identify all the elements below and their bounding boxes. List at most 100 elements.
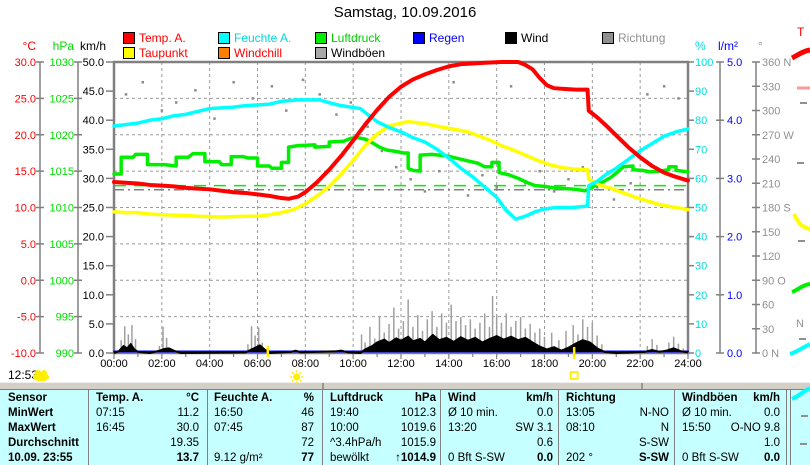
y-axis-label-degrees: 150 [762,227,780,239]
y-axis-label-hpa: 1025 [50,93,74,105]
table-cell: 13:20 [448,422,477,434]
series-richtung-point [677,97,680,100]
table-cell: 10.09. 23:55 [8,452,73,464]
series-richtung-point [552,190,556,193]
scrollbar-thumb-left-edge[interactable] [322,383,324,389]
y-axis-label-celsius: -10.0 [11,348,36,360]
series-taupunkt [112,119,690,219]
y-axis-label-kmh: 5.0 [89,319,104,331]
legend-label: Windböen [331,46,386,60]
y-axis-label-kmh: 15.0 [83,261,104,273]
y-axis-label-degrees: 270 W [762,130,794,142]
y-axis-title-degrees: ° [758,39,763,53]
y-axis-label-celsius: 30.0 [15,57,36,69]
edge-fragment-humidity-curve [789,342,810,356]
y-axis-label-degrees: 330 [762,81,780,93]
y-axis-label-kmh: 50.0 [83,57,104,69]
table-cell: 9.12 g/m² [214,452,263,464]
table-column-divider [322,390,323,465]
y-axis-label-degrees: 300 [762,106,780,118]
legend-label: Richtung [618,31,666,45]
table-cell: Temp. A. [96,392,144,404]
y-axis-label-lm2: 5.0 [727,57,742,69]
sunrise-sun-icon [293,373,301,381]
table-value: 1015.9 [400,437,436,449]
y-axis-label-percent: 90 [695,86,707,98]
y-axis-label-kmh: 25.0 [83,203,104,215]
series-richtung-point [213,117,216,120]
table-cell: 15:50 [682,422,711,434]
y-axis-label-kmh: 45.0 [83,86,104,98]
y-axis-title-kmh: km/h [80,39,106,53]
legend-label: Temp. A. [139,31,186,45]
status-time: 12:53 [8,368,39,382]
table-value: 0.0 [537,407,553,419]
table-cell: Durchschnitt [8,437,79,449]
series-richtung-point [509,85,513,88]
table-value: SW 3.1 [515,422,553,434]
y-axis-title-celsius: °C [23,39,37,53]
y-axis-label-degrees: 180 S [762,203,791,215]
x-axis-label: 22:00 [626,358,654,370]
table-cell: 16:50 [214,407,243,419]
y-axis-label-degrees: 240 [762,154,780,166]
status-weather-icon [41,370,47,376]
table-value: °C [186,392,199,404]
edge-fragment-dewpoint-curve [792,213,810,231]
y-axis-label-kmh: 30.0 [83,173,104,185]
y-axis-label-celsius: 15.0 [15,166,36,178]
table-column-divider [558,390,559,465]
table-cell: 07:15 [96,407,125,419]
x-axis-label: 06:00 [244,358,272,370]
legend-swatch [602,32,614,44]
series-richtung-point [595,186,599,189]
table-value: N [660,422,669,434]
y-axis-label-hpa: 1010 [50,203,74,215]
series-wind [113,333,689,355]
series-richtung-point [524,182,527,185]
table-value: O-NO 9.8 [730,422,780,434]
y-axis-label-lm2: 1.0 [727,290,742,302]
y-axis-label-degrees: 360 N [762,57,791,69]
table-cell: Luftdruck [330,392,384,404]
series-richtung-point [438,169,441,173]
legend-label: Luftdruck [331,31,381,45]
edge-fragment-label: T [797,25,805,39]
table-value: 0.0 [764,452,780,464]
horizontal-scrollbar[interactable] [0,382,810,390]
y-axis-label-percent: 40 [695,232,707,244]
y-axis-label-degrees: 120 [762,251,780,263]
scrollbar-thumb-right-edge[interactable] [641,383,643,389]
series-richtung-point [251,97,255,100]
page-title: Samstag, 10.09.2016 [333,4,477,21]
table-value: 1.0 [764,437,780,449]
table-value: 1012.3 [400,407,436,419]
series-richtung-point [495,186,498,189]
table-cell: bewölkt [330,452,369,464]
y-axis-label-percent: 0 [695,348,701,360]
legend-swatch [218,32,230,44]
table-value: 13.7 [176,452,199,464]
y-axis-label-degrees: 0 N [762,348,779,360]
series-richtung-point [423,190,427,193]
table-value: 46 [301,407,314,419]
table-value: km/h [753,392,780,404]
series-richtung-point [285,109,288,112]
y-axis-label-degrees: 30 [762,324,774,336]
legend-swatch [413,32,425,44]
x-axis-label: 10:00 [339,358,367,370]
table-column-divider [786,390,787,465]
y-axis-label-lm2: 0.0 [727,348,742,360]
edge-fragment-temp-curve [790,47,810,61]
series-richtung-point [380,149,384,153]
edge-fragment-pressure-curve [791,282,810,294]
table-value: 11.2 [177,407,199,419]
legend-swatch [505,32,517,44]
table-column-divider [674,390,675,465]
y-axis-label-lm2: 4.0 [727,115,742,127]
series-richtung-point [194,89,197,92]
table-value: % [303,392,314,404]
series-richtung-point [581,165,585,169]
y-axis-label-degrees: 210 [762,178,780,190]
